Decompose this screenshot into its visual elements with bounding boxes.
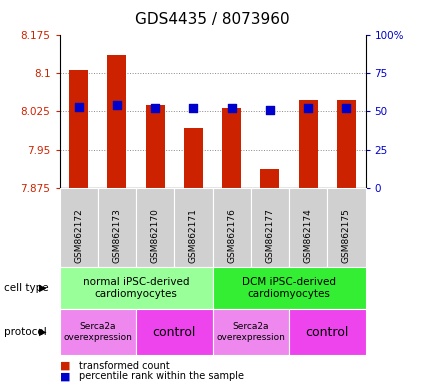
Text: GSM862174: GSM862174 xyxy=(303,208,313,263)
Bar xyxy=(298,99,317,188)
Text: GSM862170: GSM862170 xyxy=(150,208,160,263)
Point xyxy=(152,105,159,111)
Point xyxy=(75,104,82,110)
Bar xyxy=(222,108,241,188)
Text: DCM iPSC-derived
cardiomyocytes: DCM iPSC-derived cardiomyocytes xyxy=(242,277,336,299)
Text: ▶: ▶ xyxy=(39,283,46,293)
Point xyxy=(305,105,312,111)
Point xyxy=(343,105,350,111)
Text: cell type: cell type xyxy=(4,283,49,293)
Text: percentile rank within the sample: percentile rank within the sample xyxy=(79,371,244,381)
Text: GSM862176: GSM862176 xyxy=(227,208,236,263)
Text: transformed count: transformed count xyxy=(79,361,170,371)
Point xyxy=(113,102,120,108)
Text: GSM862171: GSM862171 xyxy=(189,208,198,263)
Text: Serca2a
overexpression: Serca2a overexpression xyxy=(216,323,285,342)
Point xyxy=(190,105,197,111)
Text: ▶: ▶ xyxy=(39,327,46,337)
Bar xyxy=(337,99,356,188)
Text: GSM862173: GSM862173 xyxy=(112,208,122,263)
Text: GSM862177: GSM862177 xyxy=(265,208,275,263)
Text: normal iPSC-derived
cardiomyocytes: normal iPSC-derived cardiomyocytes xyxy=(83,277,189,299)
Bar xyxy=(69,70,88,188)
Text: GSM862172: GSM862172 xyxy=(74,208,83,263)
Text: GDS4435 / 8073960: GDS4435 / 8073960 xyxy=(135,12,290,26)
Text: control: control xyxy=(306,326,349,339)
Point xyxy=(228,105,235,111)
Text: protocol: protocol xyxy=(4,327,47,337)
Bar xyxy=(145,105,164,188)
Text: GSM862175: GSM862175 xyxy=(342,208,351,263)
Text: control: control xyxy=(153,326,196,339)
Text: Serca2a
overexpression: Serca2a overexpression xyxy=(63,323,132,342)
Bar xyxy=(260,169,280,188)
Bar xyxy=(184,128,203,188)
Point xyxy=(266,107,273,113)
Bar xyxy=(107,55,127,188)
Text: ■: ■ xyxy=(60,361,70,371)
Text: ■: ■ xyxy=(60,371,70,381)
